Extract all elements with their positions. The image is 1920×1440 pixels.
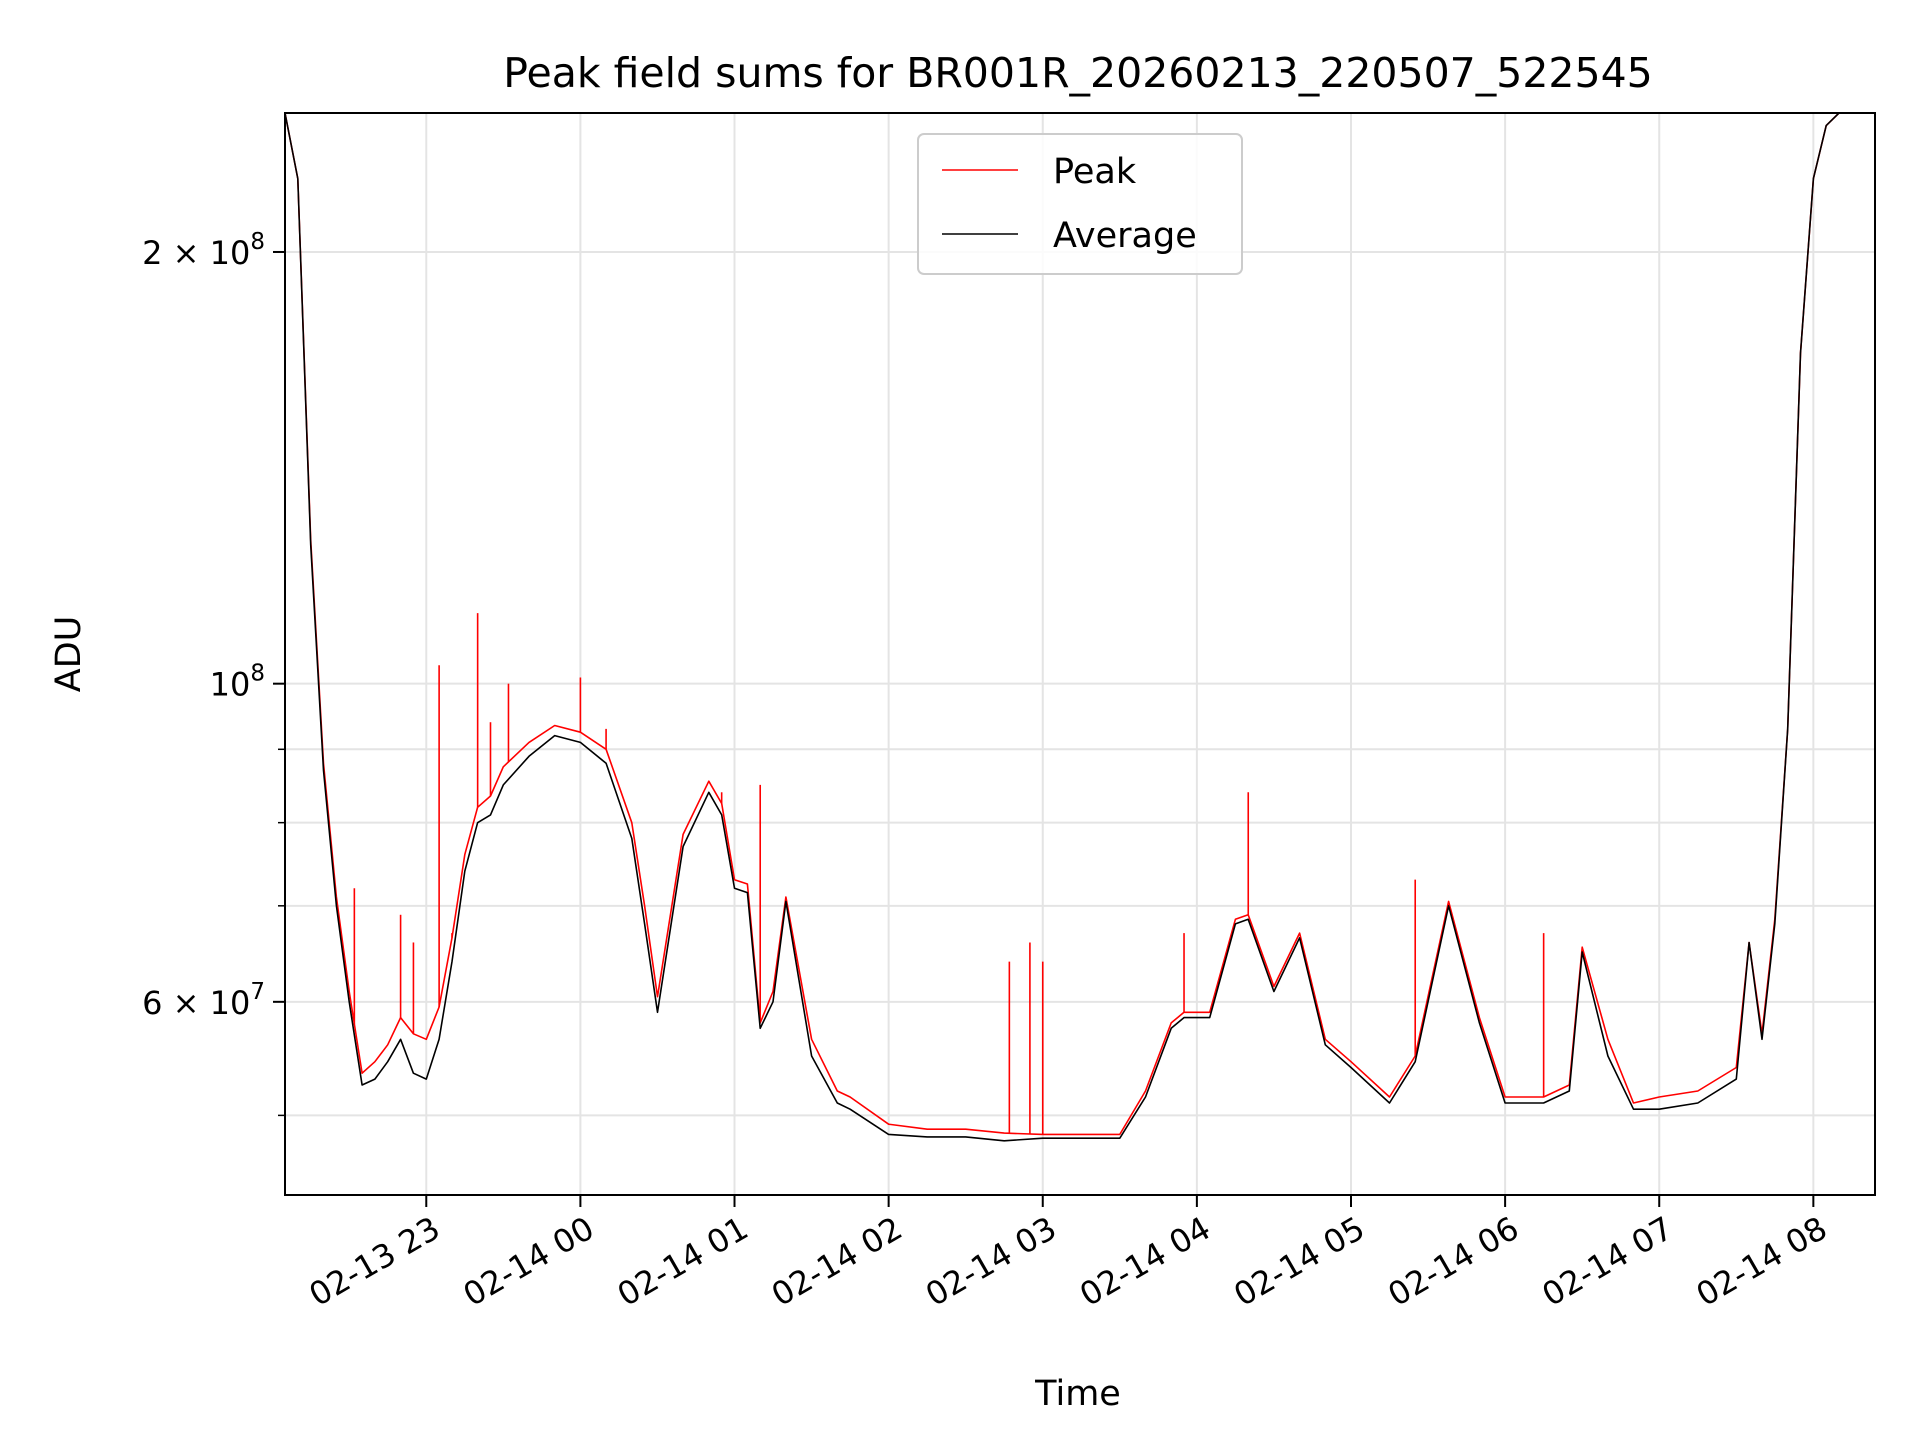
legend-label-peak: Peak bbox=[1053, 152, 1137, 192]
y-tick-label: 2 × 108 bbox=[142, 229, 265, 272]
grid bbox=[285, 113, 1875, 1195]
legend-label-average: Average bbox=[1053, 216, 1197, 256]
y-tick-label: 108 bbox=[210, 661, 265, 704]
series-line-peak bbox=[285, 113, 1875, 1136]
series-layer bbox=[285, 113, 1875, 1142]
legend: Peak Average bbox=[917, 133, 1243, 275]
legend-box bbox=[917, 133, 1243, 275]
plot-area bbox=[284, 112, 1876, 1196]
y-tick-label: 6 × 107 bbox=[142, 979, 265, 1022]
y-axis-label: ADU bbox=[49, 616, 89, 693]
x-axis-label: Time bbox=[1034, 1374, 1121, 1414]
series-line-average bbox=[285, 113, 1875, 1142]
chart-title: Peak field sums for BR001R_20260213_2205… bbox=[503, 49, 1653, 97]
y-axis-ticks: 6 × 107 108 2 × 108 bbox=[142, 229, 285, 1117]
plot-frame bbox=[284, 112, 1876, 1196]
series-group bbox=[285, 113, 1875, 1142]
plot-background bbox=[285, 113, 1875, 1195]
